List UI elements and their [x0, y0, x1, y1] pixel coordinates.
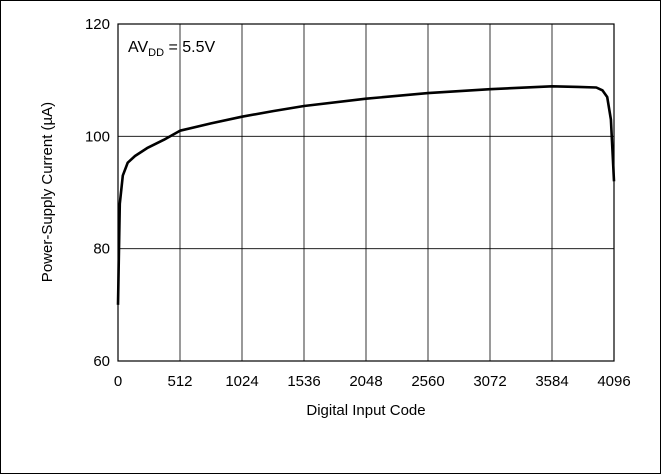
plot-area — [117, 23, 615, 362]
y-tick-label: 80 — [93, 241, 110, 258]
grid-lines — [118, 24, 614, 361]
series-line — [116, 85, 616, 305]
y-tick-label: 100 — [85, 128, 110, 145]
tick-labels: 0 512 1024 1536 2048 2560 3072 3584 4096 60 80 100 1… — [85, 16, 631, 390]
x-tick-label: 1024 — [225, 373, 258, 390]
x-tick-label: 3072 — [473, 373, 506, 390]
y-tick-label: 120 — [85, 16, 110, 33]
x-tick-label: 0 — [114, 373, 122, 390]
x-tick-label: 1536 — [287, 373, 320, 390]
x-tick-label: 2048 — [349, 373, 382, 390]
x-tick-label: 512 — [167, 373, 192, 390]
y-axis-title: Power-Supply Current (µA) — [39, 102, 56, 282]
x-tick-label: 4096 — [597, 373, 630, 390]
x-axis-title: Digital Input Code — [306, 402, 425, 419]
annotation-avdd: AVDD = 5.5V — [128, 39, 216, 59]
x-tick-label: 3584 — [535, 373, 568, 390]
x-tick-label: 2560 — [411, 373, 444, 390]
y-tick-label: 60 — [93, 353, 110, 370]
